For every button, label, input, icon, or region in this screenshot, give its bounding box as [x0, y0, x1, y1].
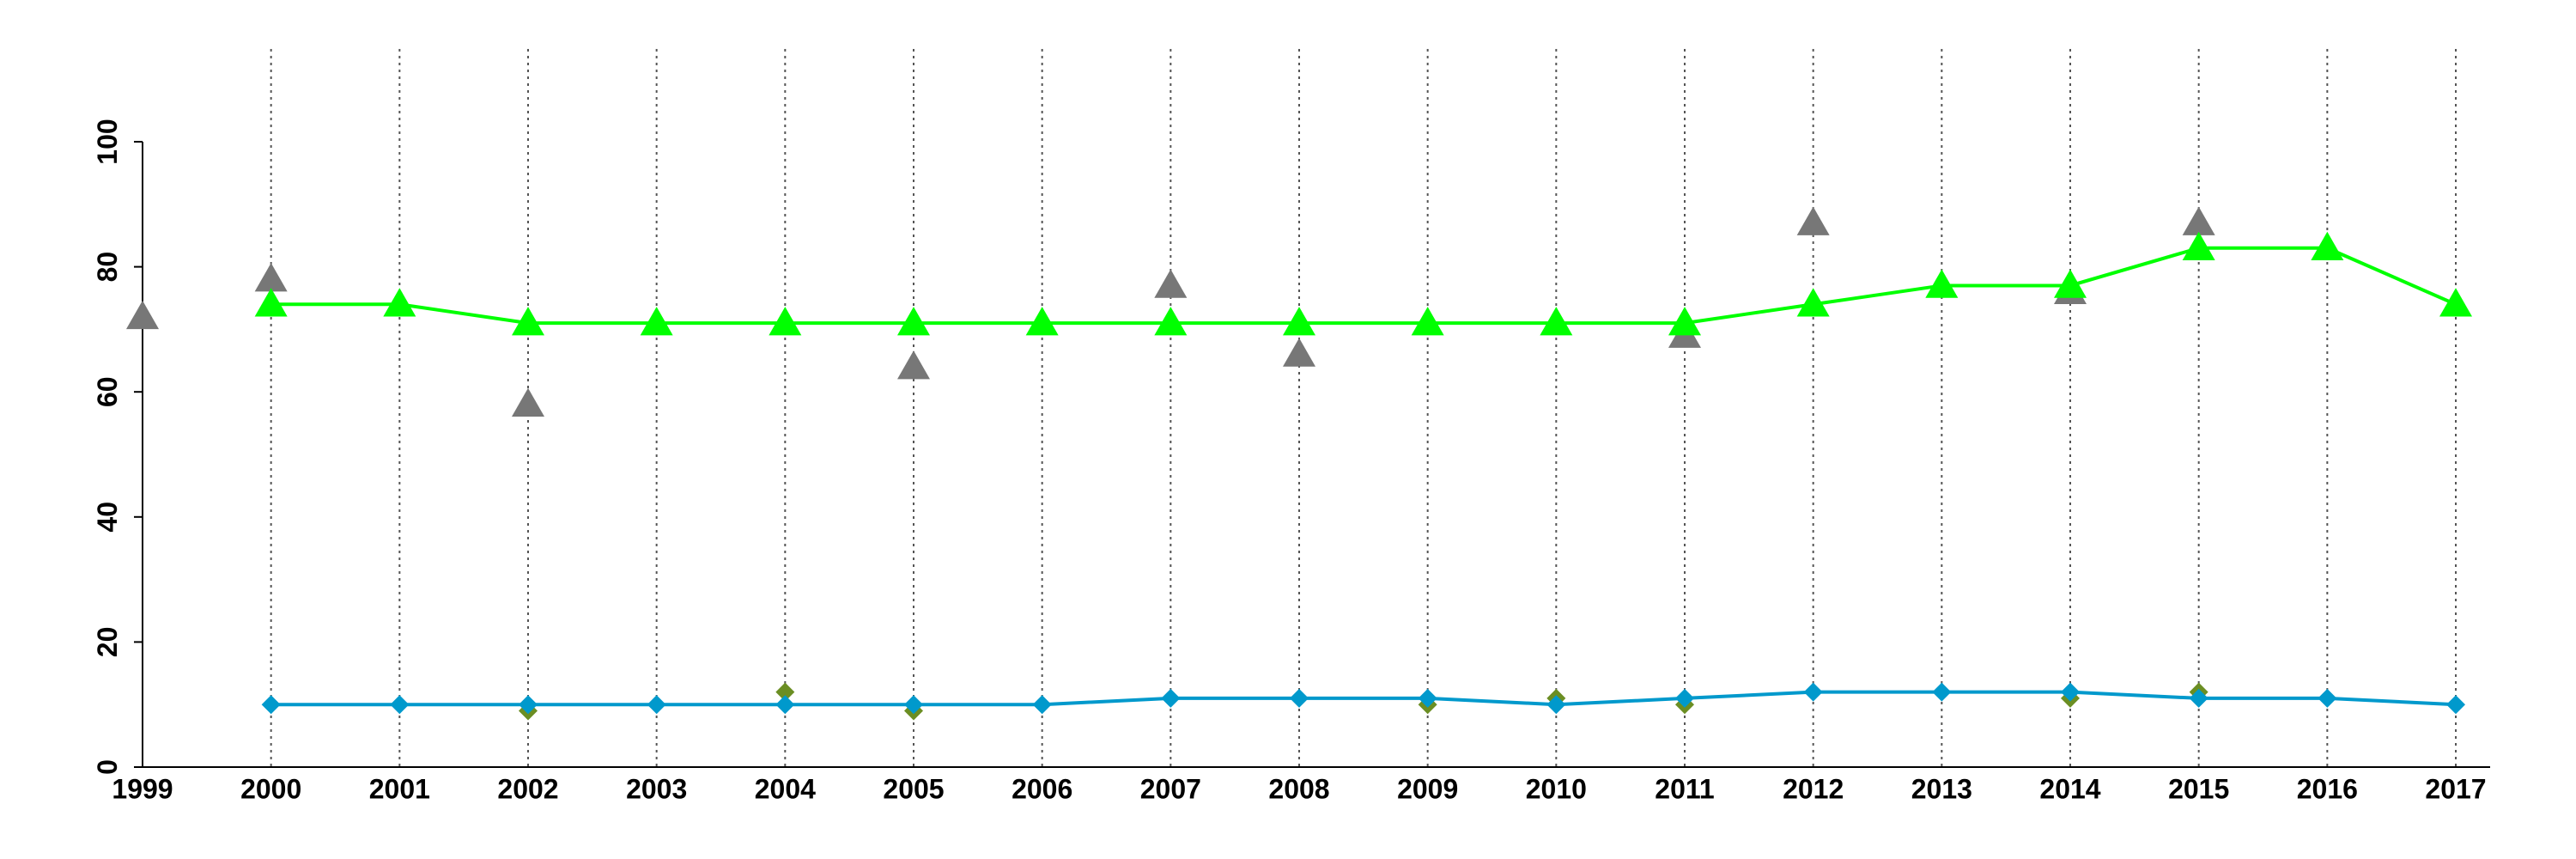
triangle-marker: [640, 307, 673, 336]
triangle-marker: [1283, 338, 1315, 367]
x-tick-label: 2015: [2168, 773, 2229, 804]
triangle-marker: [1540, 307, 1573, 336]
x-tick-label: 2007: [1140, 773, 1201, 804]
y-tick-label: 60: [92, 376, 123, 407]
diamond-marker: [390, 695, 410, 715]
triangle-marker: [1025, 307, 1059, 336]
triangle-marker: [1925, 269, 1959, 298]
triangle-marker: [512, 387, 544, 417]
triangle-marker: [254, 288, 288, 317]
triangle-marker: [254, 263, 288, 292]
diamond-marker: [1161, 688, 1181, 708]
x-tick-label: 2004: [755, 773, 816, 804]
x-tick-label: 2014: [2039, 773, 2100, 804]
triangle-marker: [897, 307, 930, 336]
diamond-marker: [1803, 682, 1823, 702]
x-tick-label: 2008: [1268, 773, 1329, 804]
x-tick-label: 2006: [1012, 773, 1072, 804]
x-tick-label: 2012: [1783, 773, 1844, 804]
diamond-marker: [1290, 688, 1309, 708]
y-tick-label: 100: [92, 119, 123, 164]
triangle-marker: [1411, 307, 1444, 336]
x-tick-label: 2003: [626, 773, 687, 804]
triangle-marker: [1154, 269, 1188, 298]
triangle-marker: [769, 307, 802, 336]
triangle-marker: [1668, 307, 1701, 336]
series-line: [270, 246, 2457, 326]
diamond-marker: [2446, 695, 2465, 715]
diamond-marker: [904, 695, 923, 715]
triangle-marker: [2311, 231, 2344, 261]
x-tick-label: 1999: [112, 773, 173, 804]
diamond-marker: [775, 682, 795, 702]
diamond-marker: [1932, 682, 1952, 702]
diamond-marker: [261, 695, 281, 715]
triangle-marker: [2182, 231, 2215, 261]
diamond-marker: [1546, 695, 1566, 715]
x-tick-label: 2001: [369, 773, 430, 804]
y-tick-label: 20: [92, 627, 123, 658]
x-tick-label: 2016: [2297, 773, 2358, 804]
triangle-marker: [2182, 206, 2215, 235]
x-tick-label: 2011: [1655, 773, 1714, 804]
x-tick-label: 2009: [1397, 773, 1458, 804]
triangle-marker: [1283, 307, 1315, 336]
diamond-marker: [2189, 688, 2208, 708]
triangle-marker: [1154, 307, 1188, 336]
diamond-marker: [519, 695, 538, 715]
diamond-marker: [2061, 682, 2080, 702]
x-tick-label: 2010: [1526, 773, 1587, 804]
diamond-marker: [2318, 688, 2337, 708]
y-tick-label: 40: [92, 502, 123, 533]
triangle-marker: [1796, 288, 1830, 317]
diamond-marker: [1418, 688, 1437, 708]
triangle-marker: [2439, 288, 2472, 317]
triangle-marker: [2054, 269, 2087, 298]
triangle-marker: [1796, 206, 1830, 235]
series-line: [270, 690, 2457, 707]
x-tick-label: 2017: [2425, 773, 2486, 804]
x-tick-label: 2005: [883, 773, 944, 804]
diamond-marker: [775, 695, 795, 715]
y-tick-label: 80: [92, 252, 123, 283]
triangle-marker: [897, 350, 930, 380]
x-tick-label: 2000: [240, 773, 301, 804]
diamond-marker: [1032, 695, 1052, 715]
triangle-marker: [126, 300, 159, 330]
x-tick-label: 2013: [1911, 773, 1972, 804]
y-tick-label: 0: [92, 759, 123, 775]
diamond-marker: [647, 695, 666, 715]
triangle-marker: [512, 307, 544, 336]
diamond-marker: [1675, 688, 1694, 708]
triangle-marker: [383, 288, 416, 317]
x-tick-label: 2002: [497, 773, 558, 804]
